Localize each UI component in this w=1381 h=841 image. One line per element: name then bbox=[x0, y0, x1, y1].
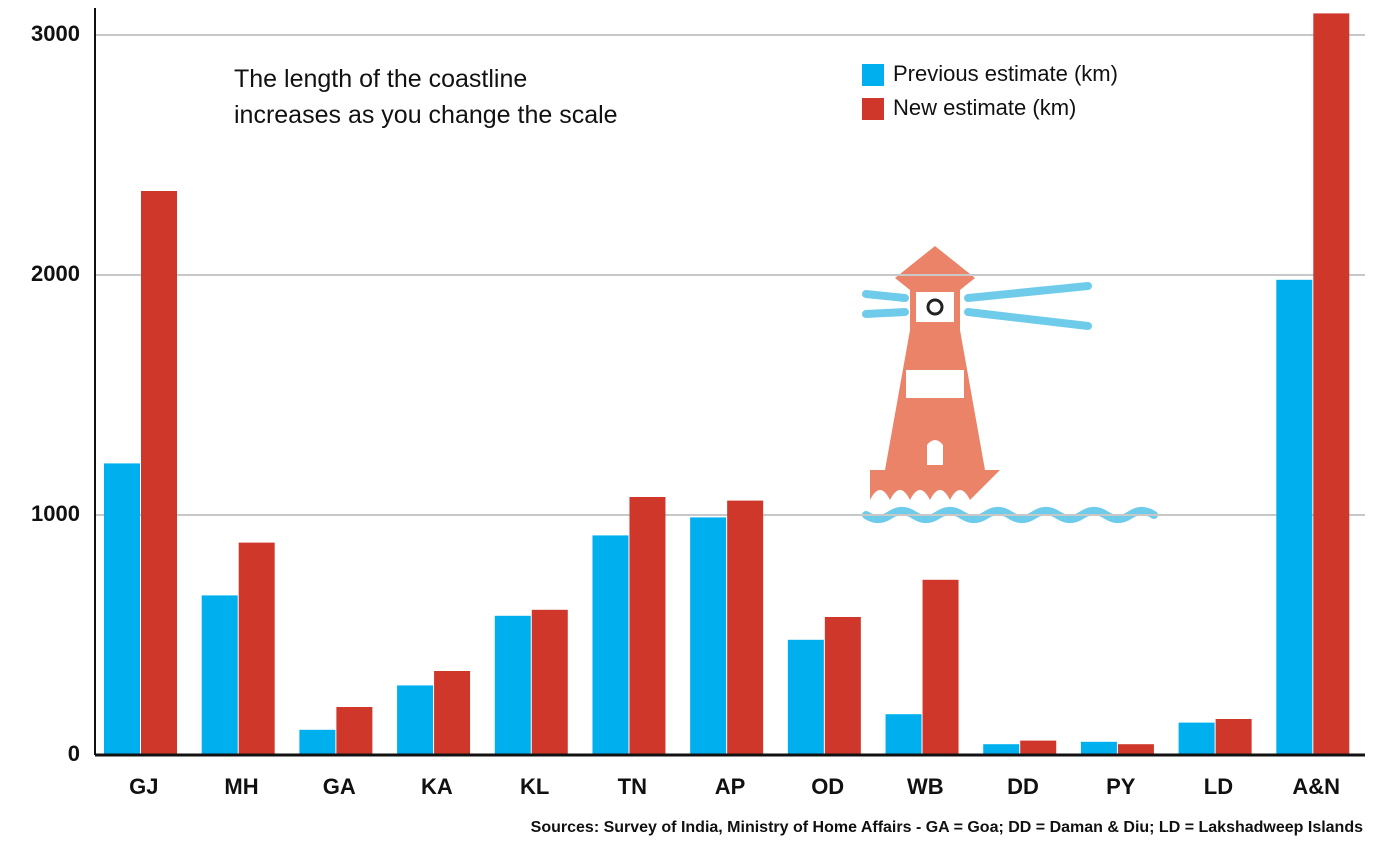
x-tick-label: A&N bbox=[1292, 774, 1340, 799]
bar bbox=[825, 617, 861, 755]
x-tick-label: PY bbox=[1106, 774, 1136, 799]
bar bbox=[1216, 719, 1252, 755]
lighthouse-illustration bbox=[866, 246, 1154, 519]
bar bbox=[1276, 280, 1312, 755]
bar bbox=[983, 744, 1019, 755]
y-tick-label: 2000 bbox=[31, 261, 80, 286]
bar bbox=[299, 730, 335, 755]
bar bbox=[336, 707, 372, 755]
bar bbox=[1179, 723, 1215, 755]
bar bbox=[1020, 741, 1056, 755]
bar bbox=[1081, 742, 1117, 755]
bar bbox=[532, 610, 568, 755]
x-tick-label: WB bbox=[907, 774, 944, 799]
legend-swatch bbox=[862, 98, 884, 120]
y-tick-label: 1000 bbox=[31, 501, 80, 526]
x-tick-label: AP bbox=[715, 774, 746, 799]
x-tick-label: TN bbox=[618, 774, 647, 799]
bar bbox=[1118, 744, 1154, 755]
bar bbox=[592, 535, 628, 755]
x-tick-label: DD bbox=[1007, 774, 1039, 799]
bar bbox=[727, 501, 763, 755]
x-tick-label: MH bbox=[224, 774, 258, 799]
y-tick-label: 0 bbox=[68, 741, 80, 766]
bar bbox=[788, 640, 824, 755]
bar bbox=[886, 714, 922, 755]
x-tick-label: KA bbox=[421, 774, 453, 799]
bar bbox=[434, 671, 470, 755]
x-tick-label: OD bbox=[811, 774, 844, 799]
bar bbox=[397, 685, 433, 755]
bar bbox=[239, 543, 275, 755]
legend-label: New estimate (km) bbox=[893, 95, 1076, 120]
legend-label: Previous estimate (km) bbox=[893, 61, 1118, 86]
x-tick-label: KL bbox=[520, 774, 549, 799]
bar bbox=[141, 191, 177, 755]
bar bbox=[923, 580, 959, 755]
source-note: Sources: Survey of India, Ministry of Ho… bbox=[531, 819, 1363, 836]
chart: The length of the coastlineincreases as … bbox=[0, 0, 1381, 841]
x-tick-label: LD bbox=[1204, 774, 1233, 799]
legend-swatch bbox=[862, 64, 884, 86]
bar bbox=[104, 463, 140, 755]
bar bbox=[629, 497, 665, 755]
x-tick-label: GJ bbox=[129, 774, 158, 799]
bar bbox=[495, 616, 531, 755]
y-tick-label: 3000 bbox=[31, 21, 80, 46]
bar bbox=[202, 595, 238, 755]
bar bbox=[690, 517, 726, 755]
bar bbox=[1313, 13, 1349, 755]
x-tick-label: GA bbox=[323, 774, 356, 799]
